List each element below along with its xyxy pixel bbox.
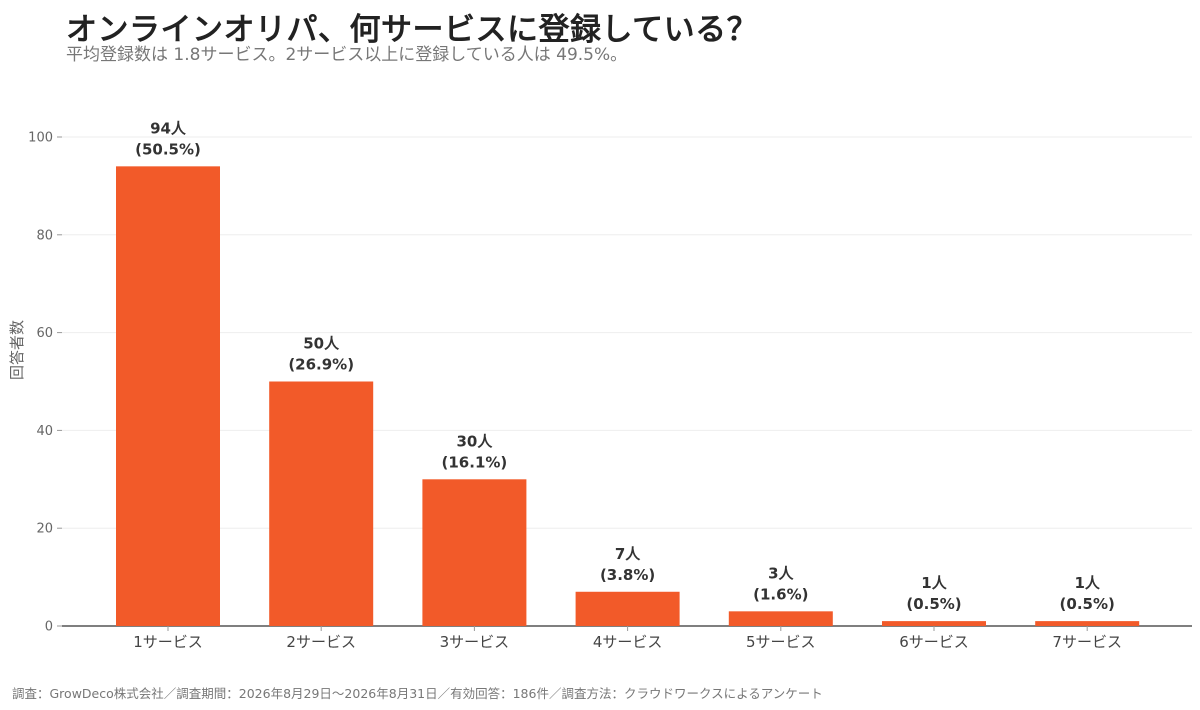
y-tick-label: 20 [36, 522, 53, 537]
x-tick-label: 3サービス [440, 633, 510, 651]
data-label-count: 3人 [768, 564, 794, 582]
chart-subtitle: 平均登録数は 1.8サービス。2サービス以上に登録している人は 49.5%。 [66, 45, 628, 65]
data-label-percent: (0.5%) [906, 595, 961, 613]
bar [1035, 621, 1140, 626]
bar-chart: 0 20 40 60 80 100 1サービス 94人 (50.5%) 2サービス 50人 (26.… [8, 119, 1192, 651]
y-axis-title: 回答者数 [8, 320, 26, 380]
bar [116, 166, 220, 626]
data-label-count: 50人 [303, 335, 340, 353]
bar [575, 591, 680, 626]
x-tick-label: 6サービス [899, 633, 969, 651]
y-tick-label: 100 [28, 131, 53, 146]
data-label-count: 1人 [921, 574, 947, 592]
x-tick-label: 5サービス [746, 633, 816, 651]
y-tick-label: 0 [45, 620, 53, 635]
bar [882, 621, 986, 626]
x-tick-label: 4サービス [593, 633, 663, 651]
data-label-count: 7人 [615, 545, 641, 563]
data-label-percent: (16.1%) [442, 453, 508, 471]
chart-title: オンラインオリパ、何サービスに登録している？ [66, 12, 759, 48]
x-tick-label: 7サービス [1052, 633, 1122, 651]
data-label-count: 94人 [150, 119, 187, 137]
data-label-percent: (1.6%) [753, 585, 808, 603]
y-tick-label: 60 [36, 326, 53, 341]
data-label-count: 1人 [1074, 574, 1100, 592]
y-tick-label: 80 [36, 228, 53, 243]
data-label-percent: (50.5%) [135, 140, 201, 158]
data-label-percent: (26.9%) [288, 356, 354, 374]
x-tick-label: 2サービス [286, 633, 356, 651]
data-label-percent: (0.5%) [1060, 595, 1115, 613]
bar [269, 381, 374, 626]
x-tick-label: 1サービス [133, 633, 203, 651]
bar [422, 479, 527, 626]
y-tick-label: 40 [36, 424, 53, 439]
survey-footnote: 調査：GrowDeco株式会社／調査期間：2026年8月29日〜2026年8月3… [12, 686, 823, 701]
data-label-percent: (3.8%) [600, 566, 655, 584]
bar [728, 611, 833, 626]
data-label-count: 30人 [456, 432, 493, 450]
